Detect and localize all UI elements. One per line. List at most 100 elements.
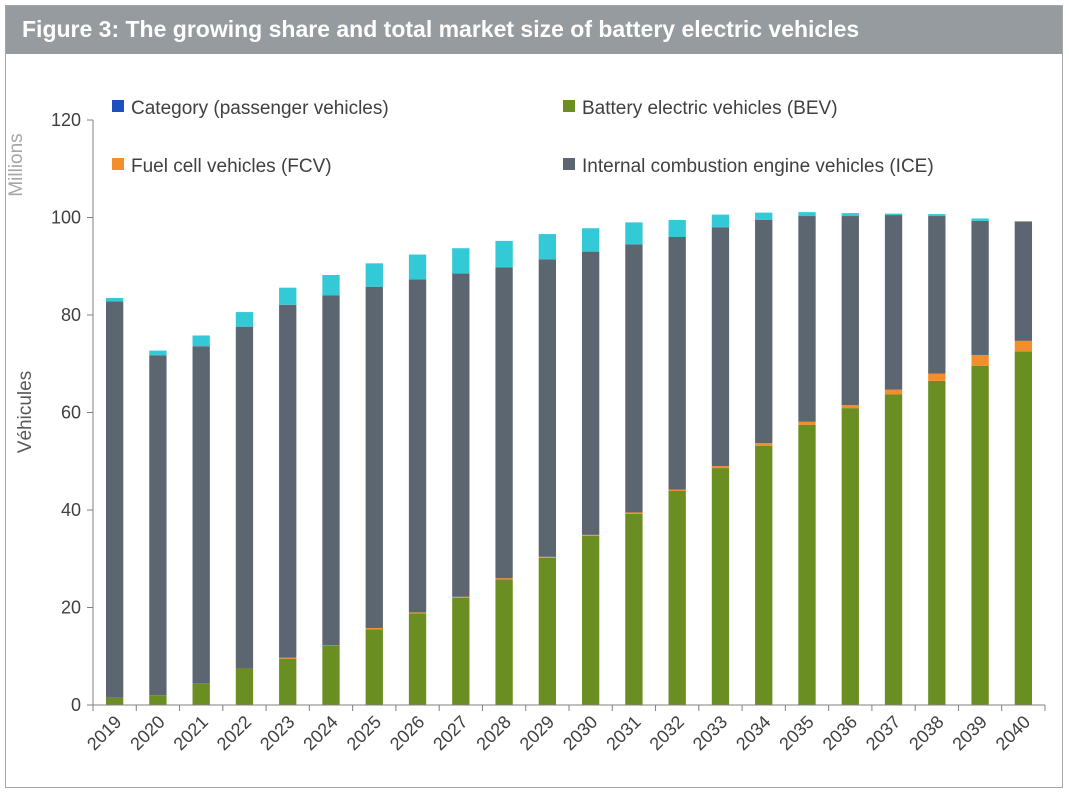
bar-segment-other-2021 [192,335,210,347]
bar-segment-bev-2030 [581,535,600,705]
bar-segment-fcv-2039 [971,354,989,366]
bar-segment-other-2019 [105,297,124,302]
bar-segment-bev-2019 [105,697,124,705]
bar-segment-other-2030 [581,228,600,252]
bar-segment-other-2031 [625,222,643,245]
y-tick-label: 40 [61,500,81,520]
x-tick-label: 2023 [256,712,298,754]
bar-segment-ice-2023 [279,304,297,658]
bar-segment-other-2036 [841,213,859,217]
bar-segment-ice-2032 [668,237,686,490]
y-tick-label: 120 [51,110,81,130]
x-tick-label: 2036 [819,712,861,754]
bar-segment-other-2024 [322,275,340,296]
x-tick-label: 2038 [905,712,947,754]
legend-label-category: Category (passenger vehicles) [131,98,389,119]
y-tick-label: 100 [51,208,81,228]
bar-segment-bev-2020 [149,695,167,705]
bar-segment-other-2023 [279,287,297,305]
bar-segment-bev-2026 [408,613,427,705]
legend-label-ice: Internal combustion engine vehicles (ICE… [582,156,934,177]
x-tick-label: 2021 [170,712,212,754]
bar-segment-bev-2032 [668,490,686,705]
bar-segment-bev-2039 [971,365,989,705]
bar-segment-ice-2039 [971,220,989,355]
bar-segment-other-2037 [884,213,903,216]
bar-segment-other-2026 [408,254,427,280]
x-tick-label: 2035 [775,712,817,754]
x-tick-label: 2030 [559,712,601,754]
x-tick-label: 2022 [213,712,255,754]
legend-label-bev: Battery electric vehicles (BEV) [582,98,838,119]
x-tick-label: 2032 [646,712,688,754]
bar-segment-bev-2031 [625,513,643,705]
bar-segment-ice-2035 [798,216,816,422]
y-axis-label: Véhicules [15,371,36,453]
x-tick-label: 2024 [299,712,341,754]
bar-segment-ice-2037 [884,215,903,390]
bar-segment-other-2025 [365,263,383,287]
bar-segment-fcv-2034 [755,443,773,446]
x-tick-label: 2019 [83,712,125,754]
bar-segment-other-2039 [971,218,989,221]
x-tick-label: 2039 [948,712,990,754]
bar-segment-ice-2021 [192,346,210,684]
bar-segment-ice-2031 [625,244,643,513]
y-tick-label: 0 [71,695,81,715]
bar-segment-other-2034 [755,212,773,220]
bar-segment-bev-2040 [1014,351,1033,705]
x-tick-label: 2026 [386,712,428,754]
bar-segment-fcv-2040 [1014,340,1033,352]
bar-segment-bev-2035 [798,424,816,705]
bar-segment-bev-2037 [884,394,903,705]
bar-segment-other-2027 [452,248,470,274]
bar-segment-other-2028 [495,240,513,268]
bar-segment-ice-2019 [105,301,124,698]
y-tick-label: 20 [61,598,81,618]
bar-segment-fcv-2038 [928,373,946,381]
bar-segment-fcv-2037 [884,389,903,395]
bar-segment-ice-2028 [495,267,513,579]
bar-segment-bev-2028 [495,579,513,705]
bar-segment-ice-2033 [711,227,730,467]
bar-segment-fcv-2032 [668,489,686,491]
bar-segment-fcv-2035 [798,421,816,425]
x-tick-label: 2040 [992,712,1034,754]
bar-segment-fcv-2031 [625,512,643,514]
bar-segment-fcv-2023 [279,657,297,659]
x-tick-label: 2027 [429,712,471,754]
bar-segment-bev-2025 [365,629,383,705]
bar-segment-bev-2033 [711,468,730,705]
bar-segment-bev-2029 [538,557,557,705]
bar-segment-ice-2026 [408,279,427,613]
x-tick-label: 2034 [732,712,774,754]
bar-segment-ice-2034 [755,219,773,444]
x-tick-label: 2029 [516,712,558,754]
bar-segment-bev-2023 [279,658,297,705]
x-tick-label: 2028 [472,712,514,754]
x-tick-label: 2020 [126,712,168,754]
bar-segment-bev-2038 [928,380,946,705]
figure-title: Figure 3: The growing share and total ma… [22,16,860,42]
bar-segment-ice-2030 [581,251,600,535]
y-tick-label: 80 [61,305,81,325]
bar-segment-bev-2034 [755,445,773,705]
bar-segment-fcv-2036 [841,405,859,409]
bar-segment-fcv-2024 [322,645,340,646]
bar-segment-bev-2027 [452,597,470,705]
bar-segment-other-2029 [538,234,557,260]
bars-group [105,212,1033,705]
bar-segment-bev-2021 [192,683,210,705]
chart-legend: Category (passenger vehicles) Battery el… [112,98,934,177]
bar-segment-fcv-2028 [495,578,513,580]
bar-segment-fcv-2029 [538,556,557,558]
legend-swatch-category [112,100,124,112]
bar-segment-fcv-2026 [408,612,427,614]
legend-swatch-ice [563,158,575,170]
bar-segment-other-2033 [711,214,730,228]
bar-segment-ice-2024 [322,295,340,646]
bar-segment-other-2038 [928,214,946,217]
legend-label-fcv: Fuel cell vehicles (FCV) [131,156,332,177]
bar-segment-ice-2036 [841,216,859,406]
bar-segment-ice-2038 [928,216,946,374]
